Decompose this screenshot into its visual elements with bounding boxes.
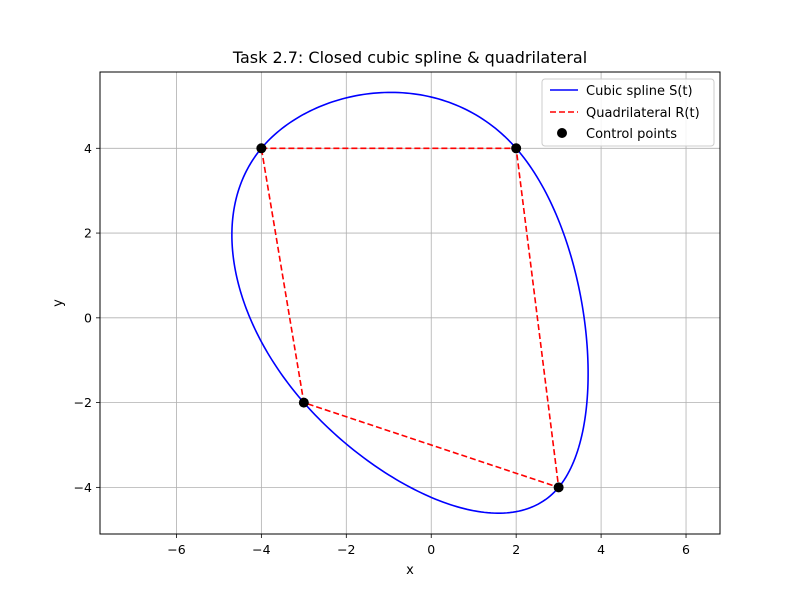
control-points-layer [256, 143, 564, 493]
y-tick-label: 4 [84, 141, 92, 156]
control-point [298, 397, 309, 408]
x-tick-label: 4 [597, 542, 605, 557]
control-point [511, 143, 522, 154]
x-axis-label: x [406, 563, 414, 578]
legend-box [541, 78, 715, 147]
y-axis-ticks: −4 −2 0 2 4 [74, 141, 100, 495]
control-point [256, 143, 267, 154]
legend-points-swatch [557, 128, 567, 138]
axes-frame [99, 71, 721, 535]
legend-spline-label: Cubic spline S(t) [586, 84, 693, 99]
x-tick-label: −2 [337, 542, 355, 557]
legend-quadrilateral-label: Quadrilateral R(t) [586, 106, 700, 121]
x-tick-label: 2 [512, 542, 520, 557]
y-axis-label: y [51, 299, 66, 307]
x-tick-label: −4 [252, 542, 270, 557]
chart-title: Task 2.7: Closed cubic spline & quadrila… [232, 48, 587, 67]
legend: Cubic spline S(t) Quadrilateral R(t) Con… [541, 78, 715, 147]
x-tick-label: 6 [682, 542, 690, 557]
x-axis-ticks: −6 −4 −2 0 2 4 6 [167, 534, 690, 557]
control-point [553, 482, 564, 493]
y-tick-label: 2 [84, 226, 92, 241]
x-tick-label: 0 [427, 542, 435, 557]
y-tick-label: −4 [74, 480, 92, 495]
legend-points-label: Control points [586, 127, 677, 142]
y-tick-label: −2 [74, 395, 92, 410]
y-tick-label: 0 [84, 310, 92, 325]
x-tick-label: −6 [167, 542, 185, 557]
